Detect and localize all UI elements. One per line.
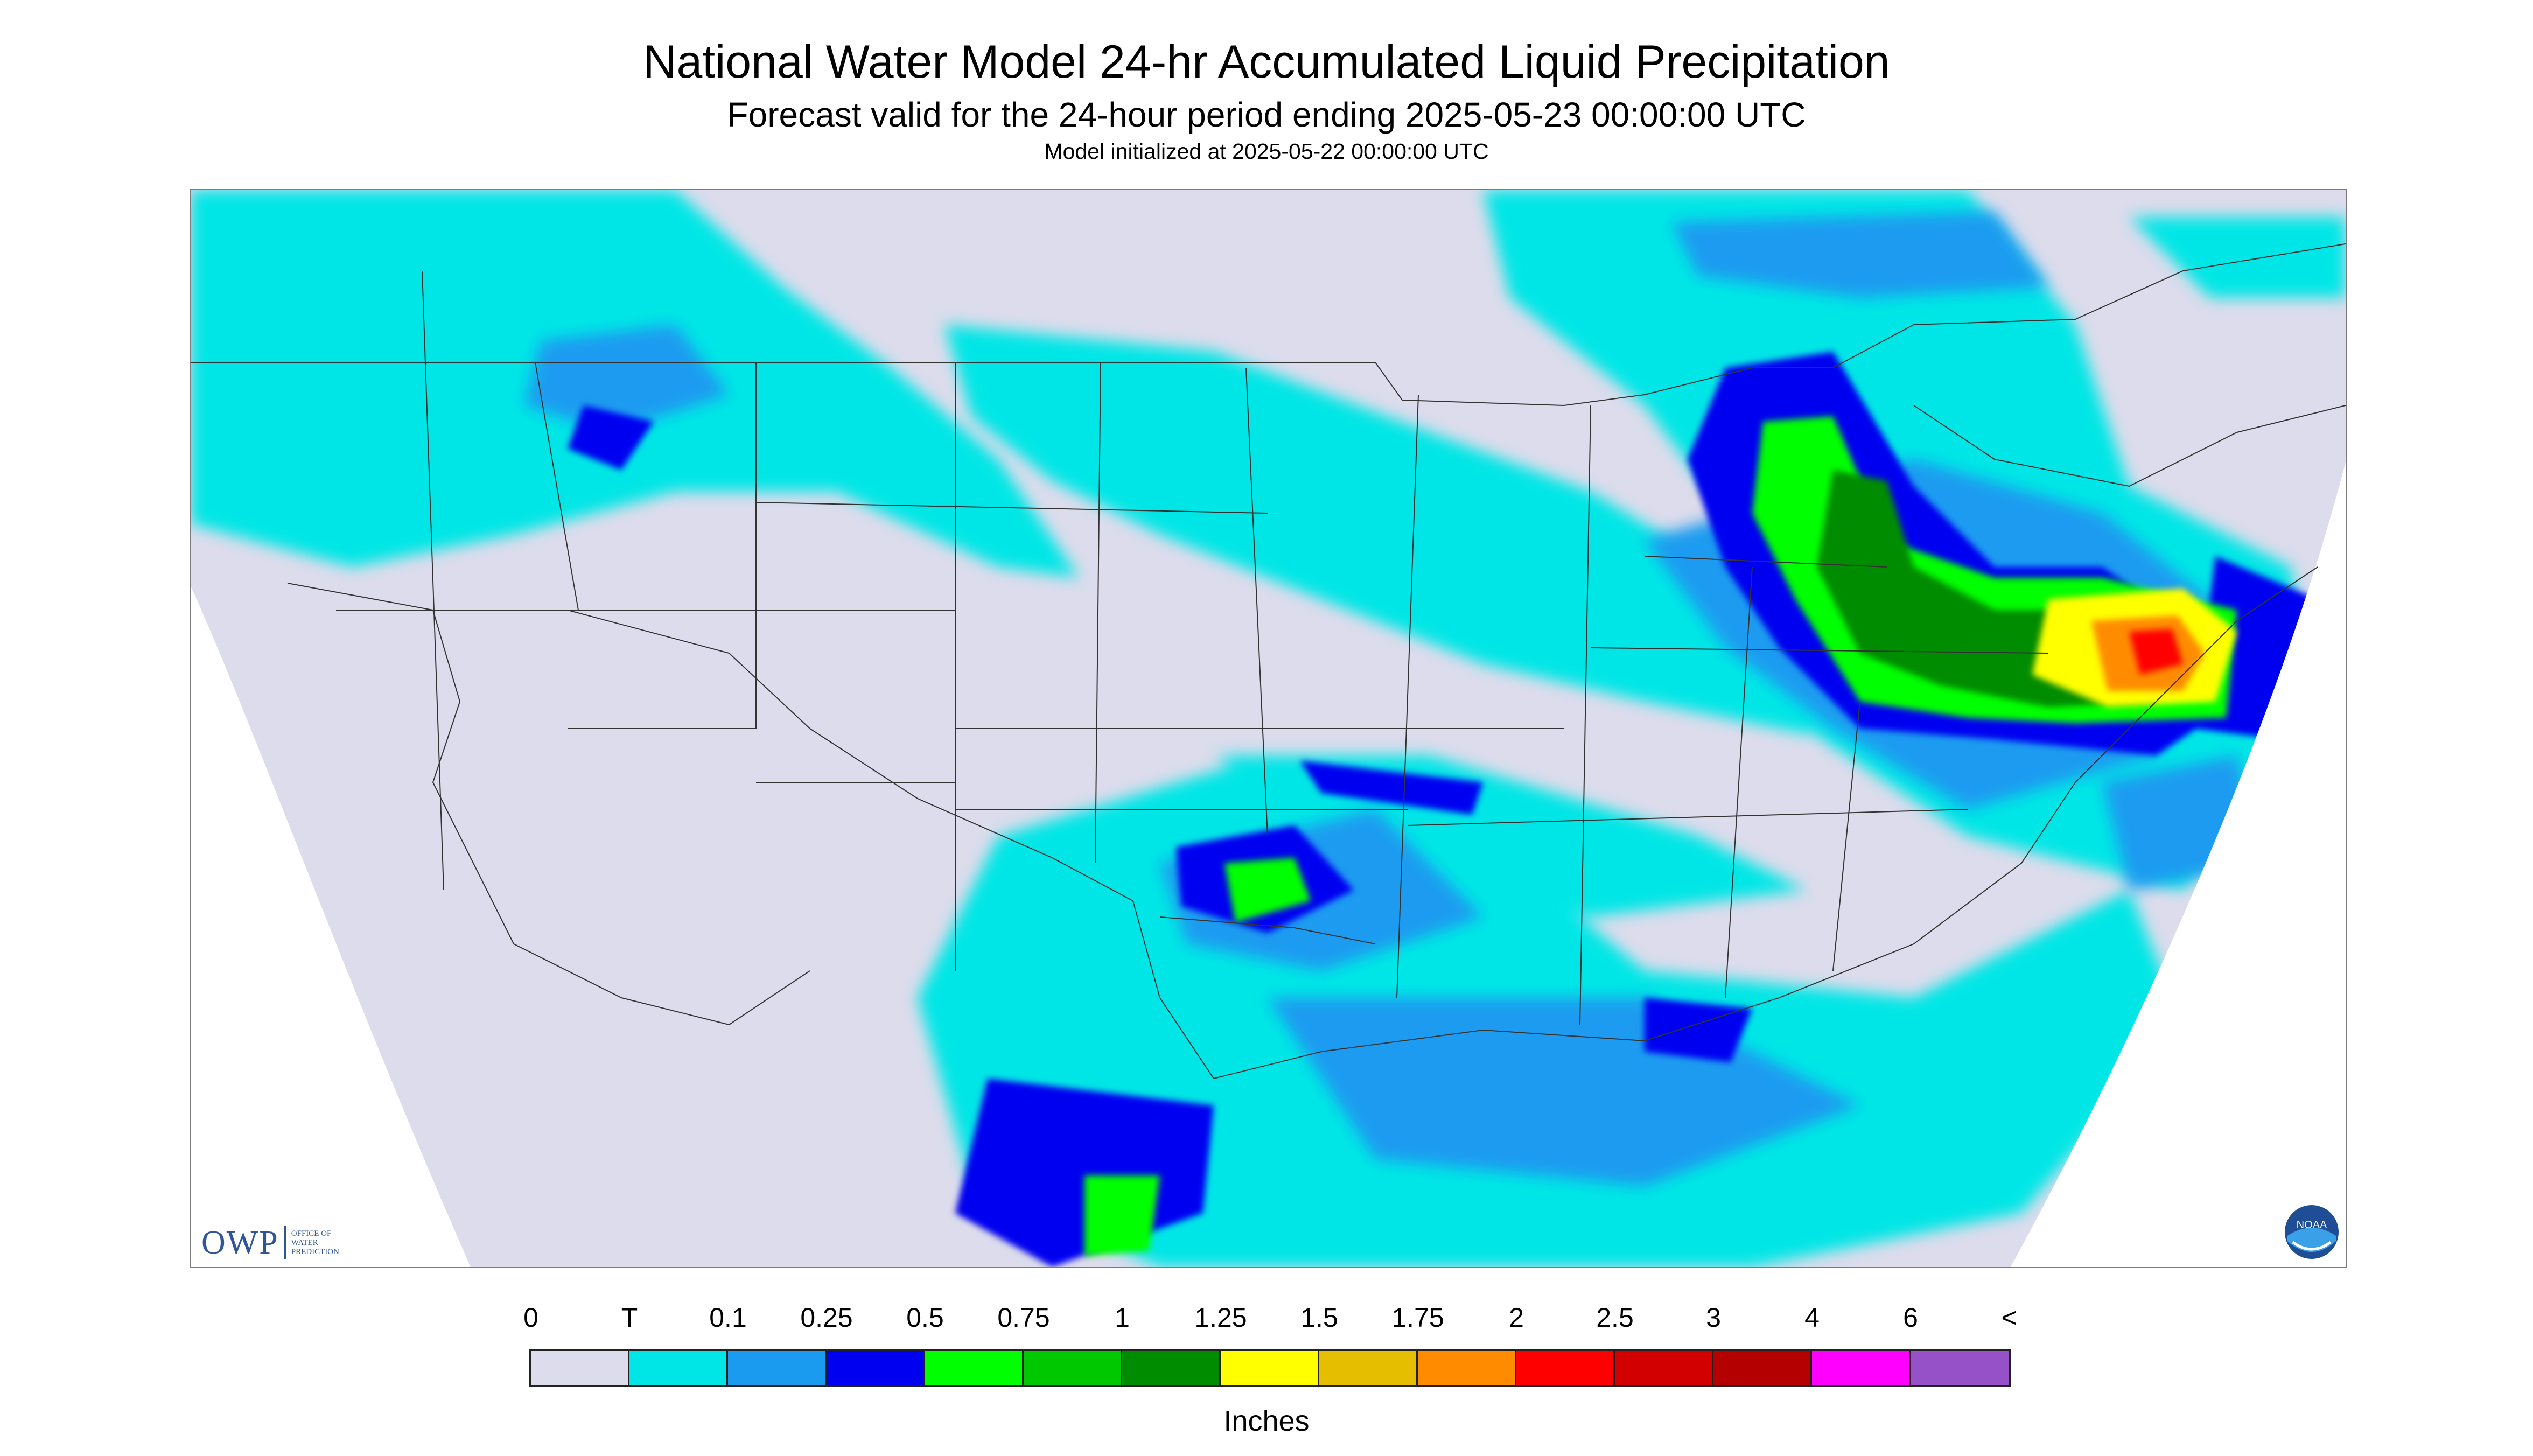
owp-logo-lines: OFFICE OF WATER PREDICTION (291, 1229, 339, 1256)
legend-label-8: 1.5 (1300, 1303, 1338, 1333)
legend-label-9: 1.75 (1391, 1303, 1444, 1333)
owp-logo-text: OWP (201, 1224, 279, 1261)
legend-swatch-10 (1516, 1351, 1615, 1385)
extreme-precip-area-red (2129, 629, 2183, 675)
legend-swatch-3 (827, 1351, 925, 1385)
legend-swatch-6 (1122, 1351, 1221, 1385)
noaa-logo: NOAA (2285, 1205, 2339, 1259)
owp-logo-divider (284, 1226, 286, 1259)
legend-units-label: Inches (1223, 1405, 1310, 1437)
legend-swatch-14 (1911, 1351, 2009, 1385)
legend-swatch-1 (629, 1351, 728, 1385)
map-subtitle: Forecast valid for the 24-hour period en… (727, 95, 1806, 134)
legend-swatch-5 (1024, 1351, 1122, 1385)
precipitation-map[interactable]: NOAA OWP OFFICE OF WATER PREDICTION (190, 189, 2347, 1268)
noaa-logo-text: NOAA (2297, 1219, 2327, 1231)
model-init-line: Model initialized at 2025-05-22 00:00:00… (1044, 139, 1489, 164)
legend-swatch-11 (1615, 1351, 1713, 1385)
legend-swatch-12 (1713, 1351, 1812, 1385)
legend-label-2: 0.1 (709, 1303, 747, 1333)
legend-label-3: 0.25 (800, 1303, 853, 1333)
legend-swatch-8 (1319, 1351, 1418, 1385)
legend-label-10: 2 (1509, 1303, 1524, 1333)
owp-logo: OWP OFFICE OF WATER PREDICTION (201, 1223, 339, 1263)
legend-label-11: 2.5 (1596, 1303, 1634, 1333)
legend-swatch-2 (728, 1351, 827, 1385)
map-title: National Water Model 24-hr Accumulated L… (643, 36, 1890, 88)
legend-color-bar (529, 1349, 2011, 1387)
legend-label-4: 0.5 (906, 1303, 944, 1333)
legend-label-15: < (2001, 1303, 2017, 1333)
legend-swatch-0 (531, 1351, 629, 1385)
legend-swatch-4 (925, 1351, 1024, 1385)
legend-labels: 0 T 0.1 0.25 0.5 0.75 1 1.25 1.5 1.75 2 2.5 3 4 6 < (0, 1302, 2533, 1340)
map-canvas: NOAA (191, 190, 2346, 1267)
political-boundaries (191, 243, 2346, 1080)
legend-label-14: 6 (1903, 1303, 1918, 1333)
legend-swatch-7 (1221, 1351, 1319, 1385)
legend-label-7: 1.25 (1194, 1303, 1247, 1333)
legend-swatch-13 (1812, 1351, 1911, 1385)
legend-label-5: 0.75 (997, 1303, 1050, 1333)
legend-swatch-9 (1418, 1351, 1516, 1385)
legend-label-13: 4 (1804, 1303, 1820, 1333)
legend-label-1: T (621, 1303, 638, 1333)
legend-label-6: 1 (1115, 1303, 1130, 1333)
legend-label-0: 0 (523, 1303, 538, 1333)
legend-label-12: 3 (1706, 1303, 1721, 1333)
